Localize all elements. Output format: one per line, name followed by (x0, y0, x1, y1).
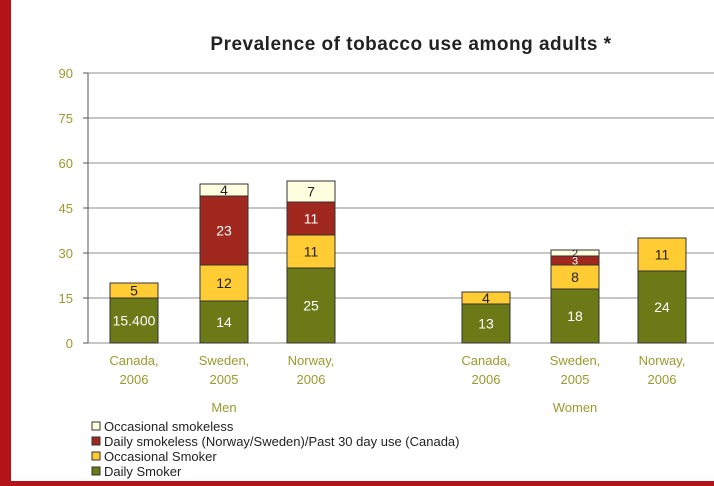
x-tick-label: Canada, (109, 353, 158, 368)
data-label: 23 (216, 223, 232, 239)
y-tick-label: 15 (59, 291, 73, 306)
legend-swatch (91, 436, 101, 446)
x-tick-label: Sweden, (199, 353, 250, 368)
x-tick-label: 2006 (648, 372, 677, 387)
legend-label: Occasional Smoker (104, 449, 217, 464)
bar-segment (550, 288, 600, 344)
data-label: 11 (304, 211, 319, 227)
legend-swatch (91, 451, 101, 461)
data-label: 4 (220, 182, 228, 198)
legend-label: Daily smokeless (Norway/Sweden)/Past 30 … (104, 434, 460, 449)
x-tick-label: Canada, (461, 353, 510, 368)
y-tick-label: 60 (59, 156, 73, 171)
y-tick-label: 75 (59, 111, 73, 126)
bar-segment (637, 270, 687, 344)
data-label: 3 (572, 255, 578, 267)
data-label: 11 (655, 247, 670, 263)
bar-segment (109, 282, 159, 299)
x-tick-label: 2006 (120, 372, 149, 387)
group-label: Women (553, 400, 598, 415)
bar-segment (461, 303, 511, 344)
group-label: Men (211, 400, 236, 415)
bar-segment (199, 300, 249, 344)
x-tick-label: Sweden, (550, 353, 601, 368)
bar-segment (550, 249, 600, 257)
x-tick-label: 2005 (210, 372, 239, 387)
data-label: 7 (307, 184, 315, 200)
x-tick-label: 2006 (297, 372, 326, 387)
x-tick-label: 2006 (472, 372, 501, 387)
y-tick-label: 45 (59, 201, 73, 216)
x-tick-label: 2005 (561, 372, 590, 387)
bar-segment (286, 180, 336, 203)
data-label: 5 (130, 283, 138, 299)
chart-title: Prevalence of tobacco use among adults * (210, 34, 611, 55)
bar-segment (461, 291, 511, 305)
data-label: 14 (216, 314, 232, 330)
legend-label: Occasional smokeless (104, 419, 234, 434)
legend-swatch (91, 466, 101, 476)
data-label: 13 (478, 316, 494, 332)
legend-label: Daily Smoker (104, 464, 182, 479)
y-tick-label: 90 (59, 66, 73, 81)
data-label: 25 (303, 298, 319, 314)
y-tick-label: 30 (59, 246, 73, 261)
bar-segment (199, 183, 249, 197)
data-label: 4 (482, 290, 490, 306)
chart: Prevalence of tobacco use among adults *… (59, 34, 714, 479)
y-tick-label: 0 (66, 336, 73, 351)
data-label: 18 (567, 308, 583, 324)
bar-segment (286, 201, 336, 236)
data-label: 2 (572, 248, 578, 260)
data-label: 8 (571, 269, 579, 285)
x-tick-label: Norway, (288, 353, 335, 368)
data-label: 12 (216, 275, 232, 291)
data-label: 15.400 (113, 313, 156, 329)
bar-segment (199, 195, 249, 266)
data-label: 11 (304, 244, 319, 260)
legend-swatch (91, 421, 101, 431)
bar-segment (637, 237, 687, 272)
bar-segment (286, 267, 336, 344)
bar-segment (109, 297, 159, 344)
data-label: 24 (654, 299, 670, 315)
slide: Prevalence of tobacco use among adults *… (11, 0, 714, 481)
x-tick-label: Norway, (639, 353, 686, 368)
bar-segment (199, 264, 249, 302)
